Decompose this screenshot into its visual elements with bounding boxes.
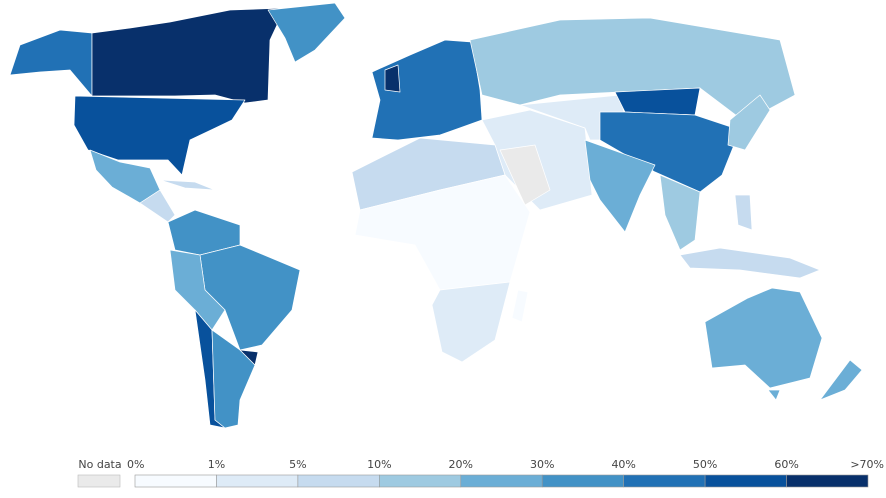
legend-swatch xyxy=(541,474,624,488)
saudi-arabia xyxy=(499,144,551,206)
legend-swatch xyxy=(379,474,462,488)
legend-label: 1% xyxy=(208,458,225,471)
indonesia xyxy=(679,247,821,279)
china xyxy=(599,111,741,193)
map-regions xyxy=(9,2,863,429)
africa-south xyxy=(431,281,511,363)
legend-label: 30% xyxy=(530,458,554,471)
madagascar xyxy=(511,289,529,323)
peru-bolivia xyxy=(169,249,226,331)
legend-swatch xyxy=(216,474,299,488)
legend-label: >70% xyxy=(850,458,884,471)
legend-label: 5% xyxy=(289,458,306,471)
russia xyxy=(469,17,796,123)
australia xyxy=(704,287,823,389)
legend-swatch xyxy=(623,474,706,488)
legend-label: 20% xyxy=(449,458,473,471)
legend-swatch xyxy=(460,474,543,488)
caribbean xyxy=(159,179,216,191)
legend-swatch xyxy=(704,474,787,488)
alaska xyxy=(9,29,93,97)
uruguay xyxy=(239,349,259,366)
legend-label: 60% xyxy=(774,458,798,471)
philippines xyxy=(734,194,753,231)
legend-swatch xyxy=(786,474,869,488)
new-zealand xyxy=(819,359,863,401)
japan-korea xyxy=(727,94,771,151)
mongolia xyxy=(614,87,701,116)
tasmania xyxy=(767,389,781,401)
no-data-swatch xyxy=(77,474,121,488)
no-data-label: No data xyxy=(78,458,121,471)
greenland xyxy=(267,2,346,63)
usa xyxy=(73,95,246,176)
southeast-asia xyxy=(659,174,701,251)
legend-label: 50% xyxy=(693,458,717,471)
central-america xyxy=(139,189,176,223)
legend: No data 0% 1% 5% 10% 20% 30% 40% 50% 60% >70% xyxy=(77,458,884,488)
legend-label: 10% xyxy=(367,458,391,471)
legend-label: 40% xyxy=(611,458,635,471)
india xyxy=(584,139,656,233)
uk xyxy=(384,64,401,93)
canada xyxy=(91,7,286,104)
legend-swatch xyxy=(297,474,380,488)
legend-swatch xyxy=(134,474,217,488)
legend-label: 0% xyxy=(127,458,144,471)
